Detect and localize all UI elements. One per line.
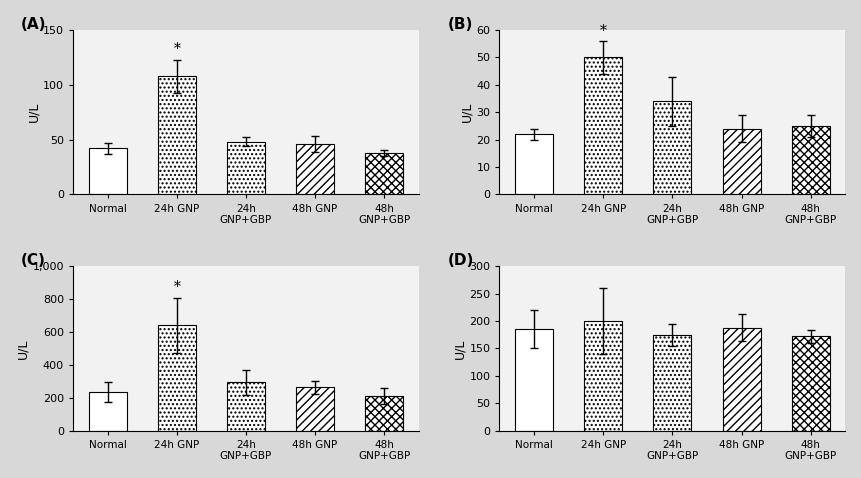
Y-axis label: U/L: U/L [28,102,40,122]
Bar [790,126,828,195]
Y-axis label: U/L: U/L [453,338,466,358]
Bar [89,392,127,431]
Text: (D): (D) [447,253,474,268]
Bar [515,329,553,431]
Y-axis label: U/L: U/L [460,102,473,122]
Bar [653,335,691,431]
Text: *: * [599,24,606,38]
Text: (A): (A) [21,17,46,32]
Bar [295,387,333,431]
Bar [722,129,759,195]
Text: (B): (B) [447,17,473,32]
Bar [89,149,127,195]
Bar [226,142,264,195]
Bar [653,101,691,195]
Bar [722,327,759,431]
Bar [158,76,195,195]
Bar [226,382,264,431]
Text: (C): (C) [21,253,46,268]
Bar [584,321,622,431]
Text: *: * [173,43,180,56]
Bar [515,134,553,195]
Bar [158,326,195,431]
Bar [295,144,333,195]
Text: *: * [173,280,180,294]
Bar [584,57,622,195]
Bar [365,396,403,431]
Bar [790,337,828,431]
Y-axis label: U/L: U/L [16,338,29,358]
Bar [365,153,403,195]
